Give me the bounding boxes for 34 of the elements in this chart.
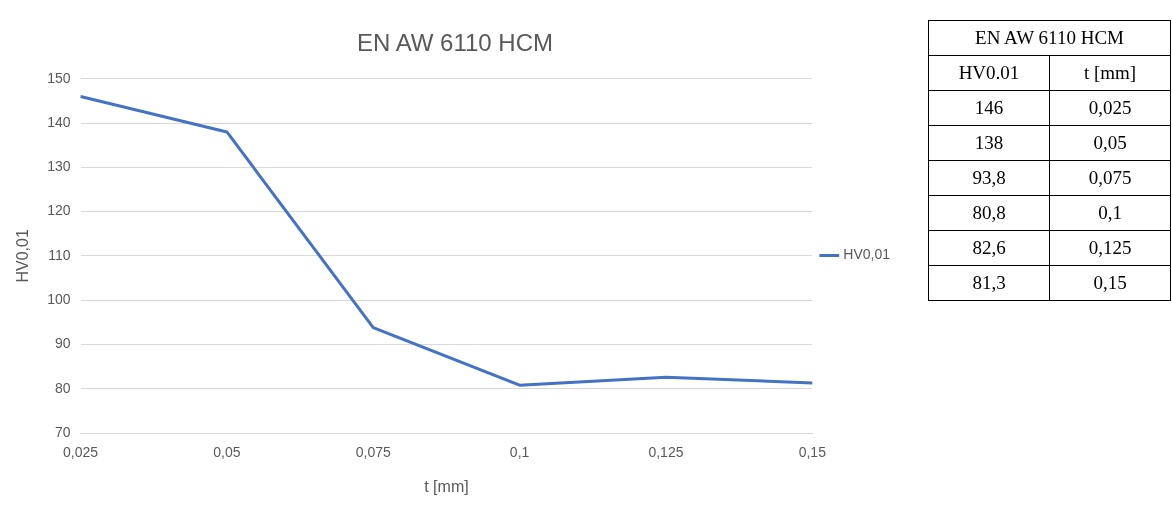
text: 93,8 [972, 167, 1006, 188]
category-label: 0,075 [1088, 167, 1132, 188]
text: HV0.01 [928, 55, 1050, 91]
text: 146 [974, 97, 1004, 118]
text: 81,3 [972, 272, 1006, 293]
y-tick-label: 70 [54, 423, 71, 440]
y-axis-title: HV0,01 [14, 229, 32, 283]
y-tick-label: 120 [47, 202, 71, 219]
category-label: 0,025 [1088, 97, 1132, 118]
text: 82,6 [972, 237, 1006, 258]
x-tick-label: 0,025 [63, 444, 99, 461]
category-label: 0,1 [1098, 202, 1122, 223]
y-tick-label: 80 [54, 379, 71, 396]
y-tick-label: 150 [47, 69, 71, 86]
x-tick-label: 0,075 [355, 444, 391, 461]
legend-label: HV0,01 [843, 246, 891, 263]
text: t [mm] [1049, 55, 1171, 91]
category-label: 0,125 [1088, 237, 1132, 258]
y-tick-label: 130 [47, 158, 71, 175]
x-tick-label: 0,05 [213, 444, 241, 461]
x-tick-label: 0,125 [648, 444, 684, 461]
y-tick-label: 90 [54, 335, 71, 352]
x-tick-label: 0,15 [798, 444, 827, 461]
text: 138 [974, 132, 1004, 153]
category-label: 0,15 [1093, 272, 1127, 293]
y-tick-label: 140 [47, 113, 71, 130]
text: 80,8 [972, 202, 1006, 223]
text: EN AW 6110 HCM [928, 20, 1171, 56]
x-axis-title: t [mm] [424, 477, 469, 495]
y-tick-label: 100 [47, 291, 71, 308]
x-tick-label: 0,1 [509, 444, 530, 461]
chart-title: EN AW 6110 HCM [356, 29, 554, 57]
category-label: 0,05 [1093, 132, 1127, 153]
y-tick-label: 110 [48, 246, 71, 263]
